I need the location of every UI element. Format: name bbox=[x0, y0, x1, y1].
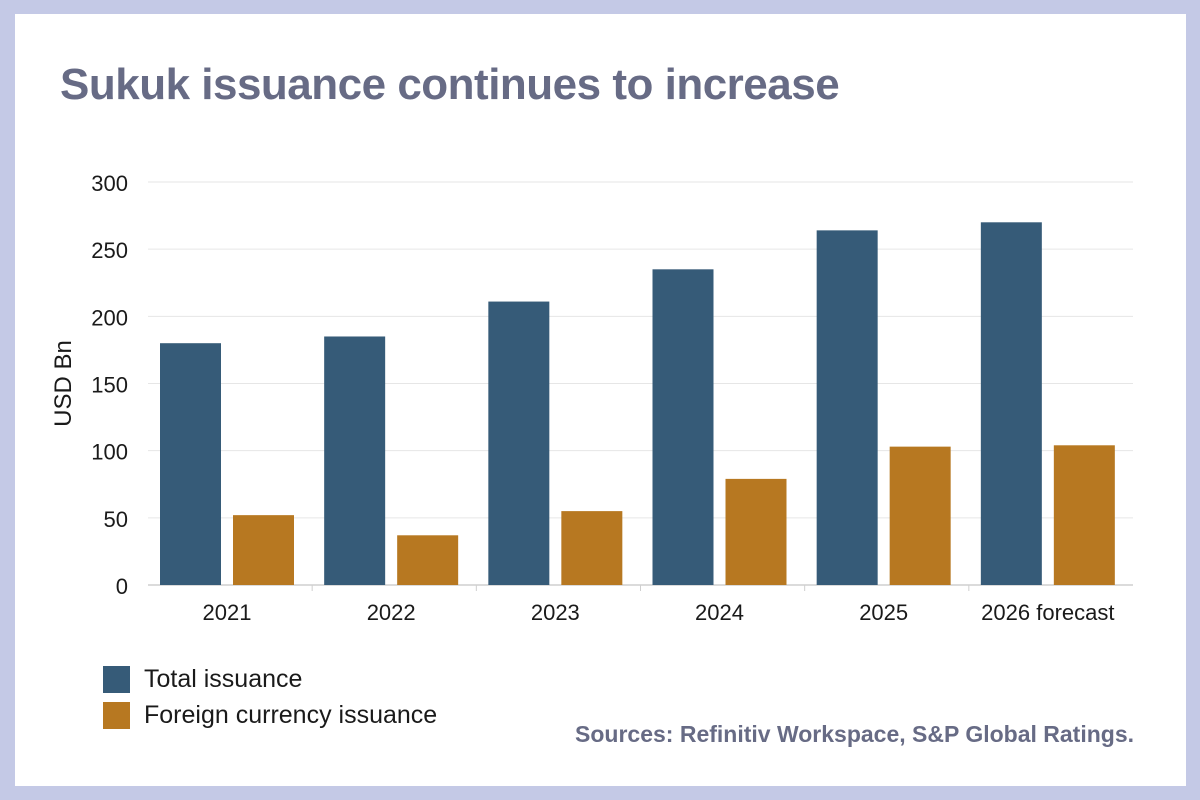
legend: Total issuance Foreign currency issuance bbox=[103, 661, 437, 733]
bar-chart: 0 50 100 150 200 250 300 USD Bn 2021 2022 2023 2024… bbox=[50, 171, 1133, 625]
source-note: Sources: Refinitiv Workspace, S&P Global… bbox=[575, 721, 1134, 747]
x-tick-label: 2022 bbox=[367, 600, 416, 625]
y-tick-label: 250 bbox=[91, 238, 128, 263]
legend-label-foreign: Foreign currency issuance bbox=[144, 700, 438, 729]
bar-total-2021 bbox=[160, 343, 221, 585]
legend-label-total: Total issuance bbox=[144, 664, 303, 693]
bar-foreign-2023 bbox=[561, 511, 623, 585]
bar-foreign-2025 bbox=[889, 446, 951, 585]
chart-card: Sukuk issuance continues to increase 0 50… bbox=[15, 14, 1186, 786]
y-tick-label: 50 bbox=[104, 507, 128, 532]
bar-foreign-2024 bbox=[725, 478, 787, 585]
y-tick-label: 100 bbox=[91, 440, 128, 465]
bar-total-2026-forecast bbox=[980, 222, 1042, 586]
legend-item-total: Total issuance bbox=[103, 661, 437, 697]
bar-foreign-2021 bbox=[233, 515, 294, 585]
y-tick-label: 150 bbox=[91, 373, 128, 398]
legend-swatch-total bbox=[103, 665, 130, 693]
y-tick-label: 200 bbox=[91, 305, 128, 330]
bar-total-2023 bbox=[488, 301, 550, 585]
chart-title: Sukuk issuance continues to increase bbox=[60, 60, 840, 109]
y-axis-title: USD Bn bbox=[50, 340, 77, 427]
x-tick-label: 2025 bbox=[859, 600, 908, 625]
bar-foreign-2022 bbox=[397, 535, 459, 585]
x-tick-label: 2023 bbox=[531, 600, 580, 625]
bar-total-2024 bbox=[652, 269, 714, 585]
legend-swatch-foreign bbox=[103, 701, 130, 729]
bar-total-2022 bbox=[324, 336, 386, 585]
x-tick-label: 2021 bbox=[203, 600, 252, 625]
bar-foreign-2026-forecast bbox=[1053, 445, 1115, 585]
bar-total-2025 bbox=[816, 230, 878, 586]
legend-item-foreign: Foreign currency issuance bbox=[103, 697, 437, 733]
y-tick-label: 0 bbox=[116, 574, 128, 599]
y-tick-label: 300 bbox=[91, 171, 128, 196]
x-tick-label: 2024 bbox=[695, 600, 744, 625]
x-tick-label: 2026 forecast bbox=[981, 600, 1114, 625]
